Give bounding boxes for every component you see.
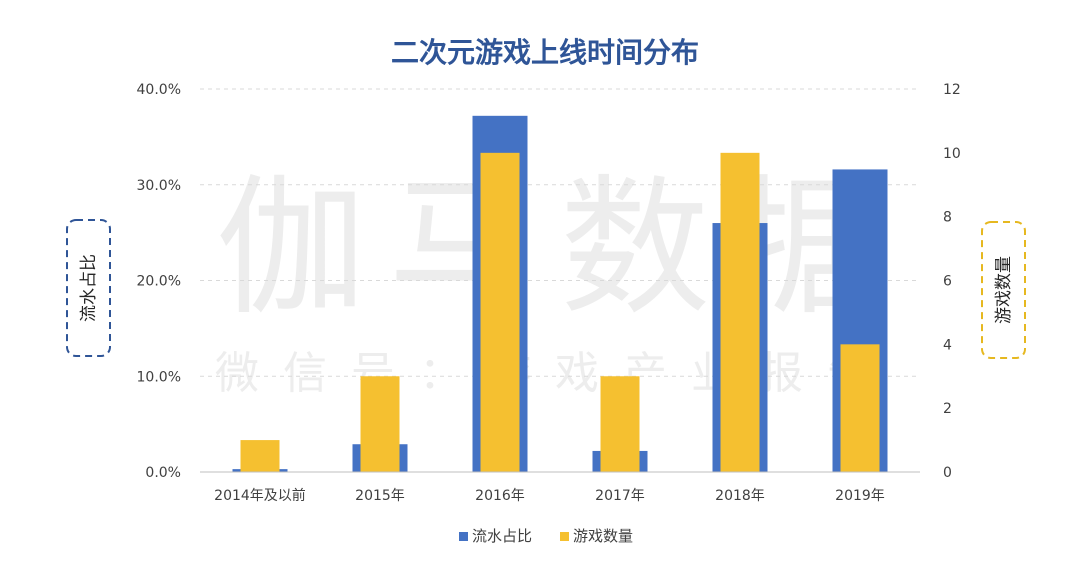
x-axis-labels: 2014年及以前 2015年 2016年 2017年 2018年 2019年 [214, 487, 885, 504]
right-tick-label: 4 [943, 337, 952, 353]
bar-count [240, 440, 280, 472]
right-axis-title-frame [981, 221, 1026, 359]
legend-swatch-count [560, 532, 569, 541]
left-axis-title-box: 流水占比 [66, 219, 111, 357]
bar-count [360, 376, 400, 472]
right-axis-title-box: 游戏数量 [981, 221, 1026, 359]
right-axis-title: 游戏数量 [994, 256, 1014, 324]
gridlines [200, 88, 920, 377]
left-axis-ticks: 0.0% 10.0% 20.0% 30.0% 40.0% [137, 82, 181, 481]
left-tick-label: 30.0% [137, 178, 181, 194]
bar-count [600, 376, 640, 472]
left-tick-label: 20.0% [137, 274, 181, 290]
left-axis-title: 流水占比 [79, 254, 99, 322]
x-tick-label: 2014年及以前 [214, 487, 306, 504]
bar-count [480, 152, 520, 473]
right-axis-ticks: 0 2 4 6 8 10 12 [943, 82, 961, 481]
legend-swatch-share [459, 532, 468, 541]
series-count-bars [240, 152, 880, 473]
left-tick-label: 0.0% [145, 465, 181, 481]
bar-count [720, 152, 760, 473]
legend-label-count: 游戏数量 [573, 527, 633, 545]
right-tick-label: 12 [943, 82, 961, 98]
right-tick-label: 10 [943, 146, 961, 162]
bar-count [840, 344, 880, 472]
left-axis-title-frame [66, 219, 111, 357]
x-tick-label: 2016年 [475, 488, 525, 504]
left-tick-label: 10.0% [137, 369, 181, 385]
x-tick-label: 2017年 [595, 488, 645, 504]
right-tick-label: 0 [943, 465, 952, 481]
watermark-sub: 微信号：游戏产业报告 [215, 348, 895, 399]
chart-title: 二次元游戏上线时间分布 [391, 36, 699, 69]
right-tick-label: 6 [943, 274, 952, 290]
legend-label-share: 流水占比 [472, 527, 532, 545]
legend: 流水占比 游戏数量 [459, 527, 633, 545]
x-tick-label: 2015年 [355, 488, 405, 504]
left-tick-label: 40.0% [137, 82, 181, 98]
x-tick-label: 2018年 [715, 488, 765, 504]
watermark-main: 伽马数据 [216, 162, 904, 336]
right-tick-label: 2 [943, 401, 952, 417]
x-tick-label: 2019年 [835, 488, 885, 504]
right-tick-label: 8 [943, 210, 952, 226]
